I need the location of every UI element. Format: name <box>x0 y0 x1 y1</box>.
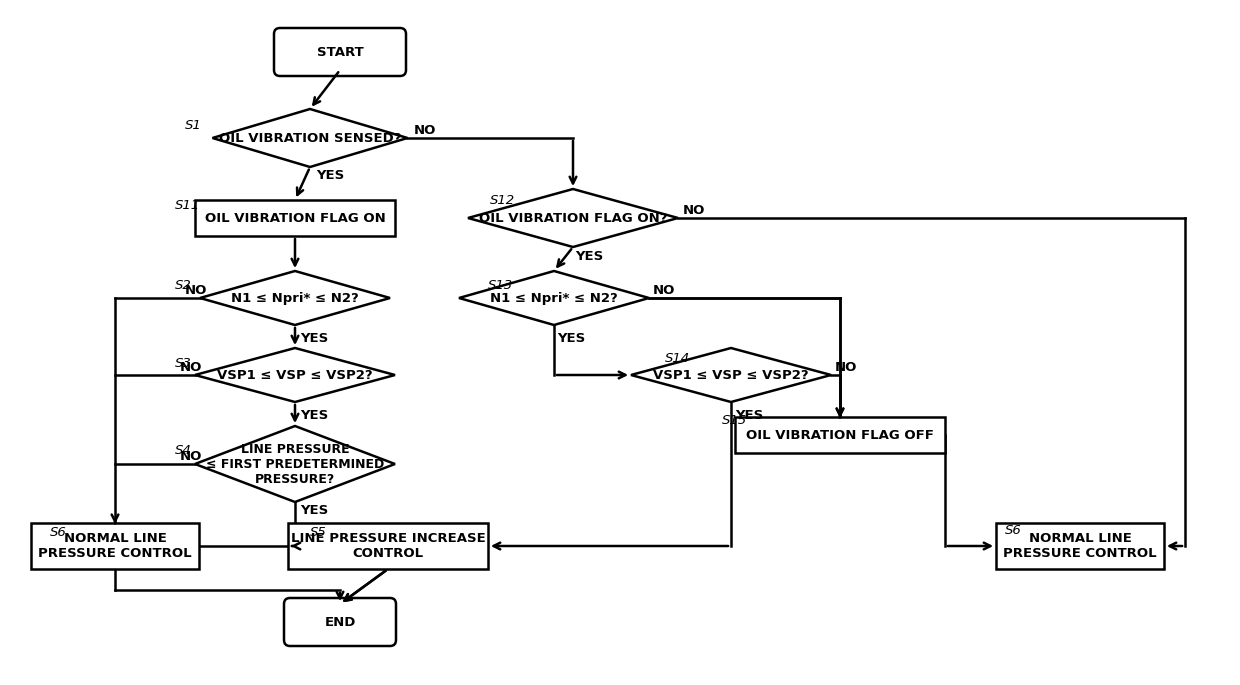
Text: OIL VIBRATION FLAG OFF: OIL VIBRATION FLAG OFF <box>746 429 934 442</box>
FancyBboxPatch shape <box>284 598 396 646</box>
Polygon shape <box>467 189 678 247</box>
Polygon shape <box>195 348 396 402</box>
Text: OIL VIBRATION FLAG ON?: OIL VIBRATION FLAG ON? <box>479 212 667 225</box>
Text: N1 ≤ Npri* ≤ N2?: N1 ≤ Npri* ≤ N2? <box>490 292 618 305</box>
Text: NO: NO <box>180 449 202 462</box>
Text: YES: YES <box>300 408 329 421</box>
Polygon shape <box>200 271 391 325</box>
Text: NORMAL LINE
PRESSURE CONTROL: NORMAL LINE PRESSURE CONTROL <box>38 532 192 560</box>
Text: S14: S14 <box>665 351 691 364</box>
Text: S12: S12 <box>490 193 515 206</box>
Text: YES: YES <box>300 503 329 516</box>
Text: OIL VIBRATION FLAG ON: OIL VIBRATION FLAG ON <box>205 212 386 225</box>
Text: S11: S11 <box>175 199 200 212</box>
Bar <box>195 200 396 236</box>
Polygon shape <box>195 426 396 502</box>
Text: VSP1 ≤ VSP ≤ VSP2?: VSP1 ≤ VSP ≤ VSP2? <box>217 369 373 382</box>
Text: NORMAL LINE
PRESSURE CONTROL: NORMAL LINE PRESSURE CONTROL <box>1003 532 1157 560</box>
Text: YES: YES <box>316 169 345 182</box>
Text: N1 ≤ Npri* ≤ N2?: N1 ≤ Npri* ≤ N2? <box>231 292 358 305</box>
Text: S15: S15 <box>722 414 748 427</box>
Text: S2: S2 <box>175 279 192 292</box>
Text: S3: S3 <box>175 356 192 369</box>
Polygon shape <box>212 109 408 167</box>
Text: START: START <box>316 45 363 58</box>
Bar <box>288 523 489 569</box>
Text: S13: S13 <box>489 279 513 292</box>
Polygon shape <box>459 271 649 325</box>
Text: NO: NO <box>414 123 436 136</box>
Text: LINE PRESSURE
≤ FIRST PREDETERMINED
PRESSURE?: LINE PRESSURE ≤ FIRST PREDETERMINED PRES… <box>206 443 384 486</box>
Text: NO: NO <box>835 360 857 373</box>
Text: VSP1 ≤ VSP ≤ VSP2?: VSP1 ≤ VSP ≤ VSP2? <box>653 369 808 382</box>
Text: LINE PRESSURE INCREASE
CONTROL: LINE PRESSURE INCREASE CONTROL <box>290 532 485 560</box>
Text: YES: YES <box>300 332 329 345</box>
Text: S6: S6 <box>50 527 67 540</box>
Bar <box>735 417 945 453</box>
Text: NO: NO <box>683 203 706 216</box>
Text: NO: NO <box>185 284 207 297</box>
Text: OIL VIBRATION SENSED?: OIL VIBRATION SENSED? <box>218 132 402 145</box>
Text: S5: S5 <box>310 527 327 540</box>
Text: NO: NO <box>653 284 676 297</box>
Text: YES: YES <box>735 408 764 421</box>
Text: NO: NO <box>180 360 202 373</box>
Text: S4: S4 <box>175 443 192 456</box>
Bar <box>996 523 1164 569</box>
Text: S6: S6 <box>1004 523 1022 536</box>
Text: YES: YES <box>557 332 585 345</box>
Text: END: END <box>325 616 356 629</box>
Bar <box>31 523 198 569</box>
Text: S1: S1 <box>185 119 202 132</box>
Polygon shape <box>631 348 831 402</box>
Text: YES: YES <box>575 249 603 262</box>
FancyBboxPatch shape <box>274 28 405 76</box>
